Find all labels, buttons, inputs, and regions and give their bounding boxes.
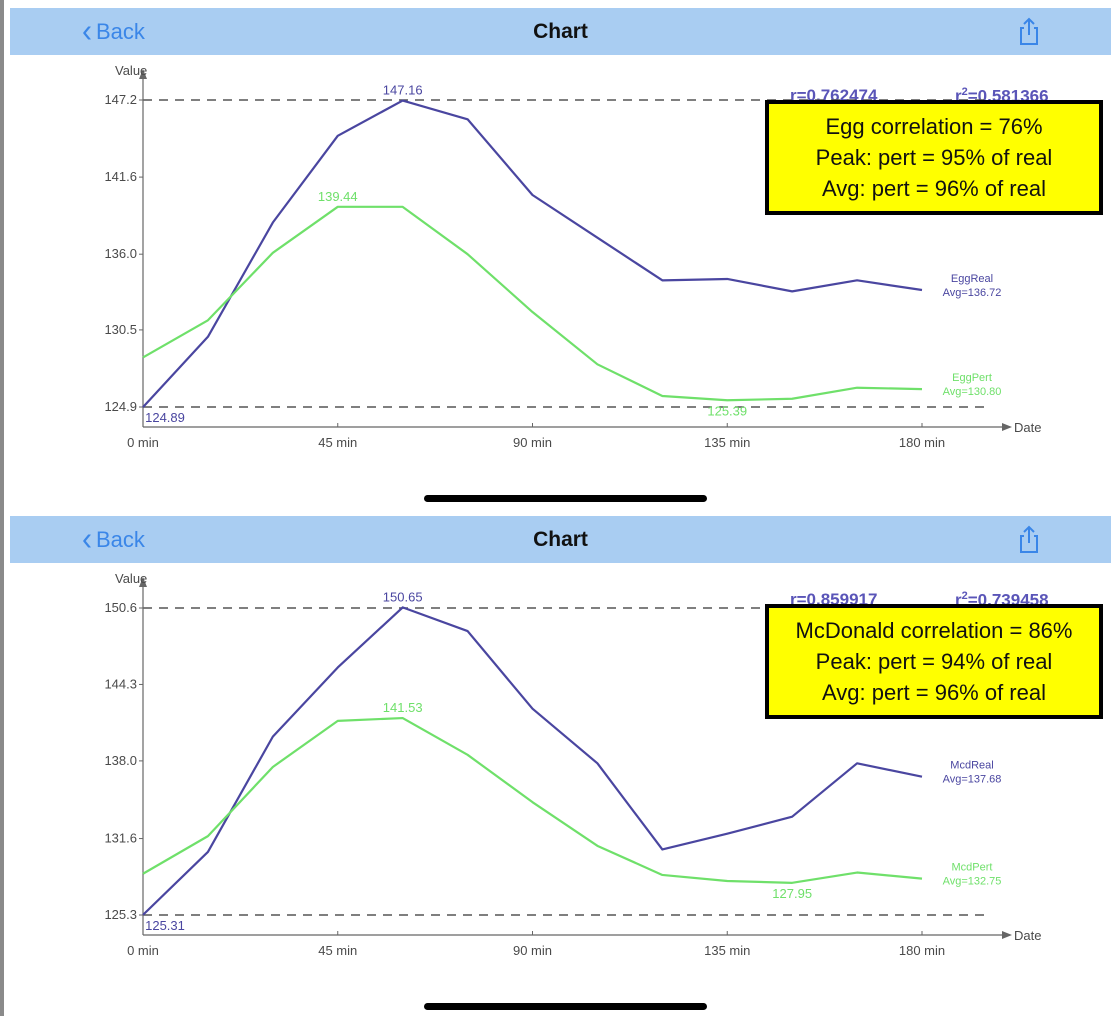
x-tick-label: 0 min	[127, 943, 159, 958]
back-label: Back	[96, 527, 145, 552]
y-axis-arrow	[139, 69, 147, 79]
x-tick-label: 0 min	[127, 435, 159, 450]
x-axis-arrow	[1002, 931, 1012, 939]
summary-box: Egg correlation = 76% Peak: pert = 95% o…	[765, 100, 1103, 215]
back-button[interactable]: ‹ Back	[82, 516, 145, 563]
series-line-McdPert	[142, 716, 923, 884]
y-tick-label: 141.6	[104, 169, 137, 184]
chart-screen-mcdonald: ‹ Back Chart r=0.859917 r2=0.739458 Value…	[0, 508, 1111, 1016]
chevron-left-icon: ‹	[82, 13, 92, 50]
summary-box: McDonald correlation = 86% Peak: pert = …	[765, 604, 1103, 719]
peak-label: 139.44	[318, 189, 358, 204]
peak-label: 141.53	[383, 700, 423, 715]
x-tick-label: 90 min	[513, 435, 552, 450]
nav-bar: ‹ Back Chart	[10, 8, 1111, 55]
nav-bar: ‹ Back Chart	[10, 516, 1111, 563]
summary-line-correlation: McDonald correlation = 86%	[795, 618, 1073, 643]
x-axis-label: Date	[1014, 928, 1041, 943]
min-label: 127.95	[772, 886, 812, 901]
home-indicator[interactable]	[424, 495, 707, 502]
y-tick-label: 150.6	[104, 600, 137, 615]
back-label: Back	[96, 19, 145, 44]
x-tick-label: 180 min	[899, 943, 945, 958]
summary-line-peak: Peak: pert = 95% of real	[815, 145, 1053, 170]
series-name-label: EggReal	[951, 273, 993, 285]
x-tick-label: 135 min	[704, 943, 750, 958]
series-line-EggPert	[142, 205, 923, 402]
series-avg-label: Avg=130.80	[943, 386, 1002, 398]
nav-title: Chart	[533, 528, 588, 551]
x-tick-label: 180 min	[899, 435, 945, 450]
min-label: 125.31	[145, 918, 185, 933]
share-button[interactable]	[1015, 17, 1043, 47]
y-tick-label: 138.0	[104, 753, 137, 768]
series-avg-label: Avg=136.72	[943, 287, 1002, 299]
y-tick-label: 147.2	[104, 92, 137, 107]
y-axis-label: Value	[115, 571, 147, 586]
x-axis-arrow	[1002, 423, 1012, 431]
y-axis-label: Value	[115, 63, 147, 78]
peak-label: 147.16	[383, 83, 423, 98]
x-tick-label: 45 min	[318, 435, 357, 450]
y-tick-label: 131.6	[104, 831, 137, 846]
series-avg-label: Avg=137.68	[943, 774, 1002, 786]
home-indicator[interactable]	[424, 1003, 707, 1010]
series-name-label: McdReal	[950, 760, 993, 772]
summary-line-peak: Peak: pert = 94% of real	[815, 649, 1053, 674]
min-label: 125.39	[707, 403, 747, 418]
series-name-label: EggPert	[952, 372, 992, 384]
share-icon	[1020, 17, 1038, 45]
y-tick-label: 144.3	[104, 676, 137, 691]
y-axis-arrow	[139, 577, 147, 587]
x-tick-label: 45 min	[318, 943, 357, 958]
x-tick-label: 135 min	[704, 435, 750, 450]
y-tick-label: 136.0	[104, 246, 137, 261]
summary-line-correlation: Egg correlation = 76%	[825, 114, 1043, 139]
x-axis-label: Date	[1014, 420, 1041, 435]
y-tick-label: 130.5	[104, 322, 137, 337]
chart-screen-egg: ‹ Back Chart r=0.762474 r2=0.581366 Value…	[0, 0, 1111, 508]
y-tick-label: 124.9	[104, 399, 137, 414]
min-label: 124.89	[145, 410, 185, 425]
series-name-label: McdPert	[952, 862, 993, 874]
nav-title: Chart	[533, 20, 588, 43]
window-edge	[0, 0, 4, 508]
back-button[interactable]: ‹ Back	[82, 8, 145, 55]
x-tick-label: 90 min	[513, 943, 552, 958]
chevron-left-icon: ‹	[82, 521, 92, 558]
peak-label: 150.65	[383, 589, 423, 604]
summary-line-avg: Avg: pert = 96% of real	[821, 680, 1046, 705]
window-edge	[0, 508, 4, 1016]
share-button[interactable]	[1015, 525, 1043, 555]
share-icon	[1020, 525, 1038, 553]
series-avg-label: Avg=132.75	[943, 876, 1002, 888]
summary-line-avg: Avg: pert = 96% of real	[821, 176, 1046, 201]
line-chart-egg: Value Date 124.9 130.5 136.0 141.6 147.2 0 min 4…	[104, 63, 1041, 450]
y-tick-label: 125.3	[104, 907, 137, 922]
